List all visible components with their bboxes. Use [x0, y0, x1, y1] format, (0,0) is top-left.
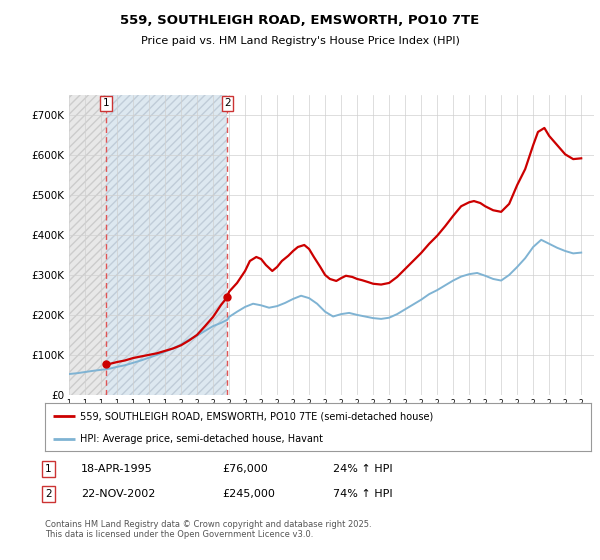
- Text: Contains HM Land Registry data © Crown copyright and database right 2025.
This d: Contains HM Land Registry data © Crown c…: [45, 520, 371, 539]
- Text: 24% ↑ HPI: 24% ↑ HPI: [333, 464, 392, 474]
- Text: 22-NOV-2002: 22-NOV-2002: [81, 489, 155, 499]
- Text: Price paid vs. HM Land Registry's House Price Index (HPI): Price paid vs. HM Land Registry's House …: [140, 36, 460, 46]
- Text: 559, SOUTHLEIGH ROAD, EMSWORTH, PO10 7TE: 559, SOUTHLEIGH ROAD, EMSWORTH, PO10 7TE: [121, 14, 479, 27]
- Bar: [106, 95, 227, 395]
- Bar: [69, 95, 106, 395]
- Text: 559, SOUTHLEIGH ROAD, EMSWORTH, PO10 7TE (semi-detached house): 559, SOUTHLEIGH ROAD, EMSWORTH, PO10 7TE…: [80, 411, 434, 421]
- Text: 74% ↑ HPI: 74% ↑ HPI: [333, 489, 392, 499]
- Text: £76,000: £76,000: [222, 464, 268, 474]
- Text: 1: 1: [103, 98, 109, 108]
- Bar: [106, 95, 227, 395]
- Text: 2: 2: [224, 98, 231, 108]
- Text: £245,000: £245,000: [222, 489, 275, 499]
- Text: 18-APR-1995: 18-APR-1995: [81, 464, 153, 474]
- Bar: [69, 95, 106, 395]
- Text: 1: 1: [45, 464, 52, 474]
- Text: 2: 2: [45, 489, 52, 499]
- Text: HPI: Average price, semi-detached house, Havant: HPI: Average price, semi-detached house,…: [80, 434, 323, 444]
